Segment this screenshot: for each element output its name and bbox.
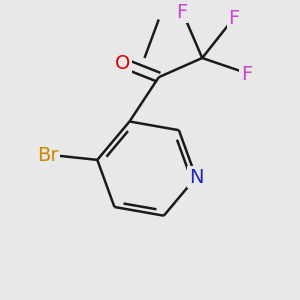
Text: N: N xyxy=(189,168,203,187)
Text: F: F xyxy=(241,65,252,84)
Text: O: O xyxy=(115,53,130,73)
Text: Br: Br xyxy=(37,146,59,165)
Text: F: F xyxy=(176,3,187,22)
Text: F: F xyxy=(228,9,240,28)
